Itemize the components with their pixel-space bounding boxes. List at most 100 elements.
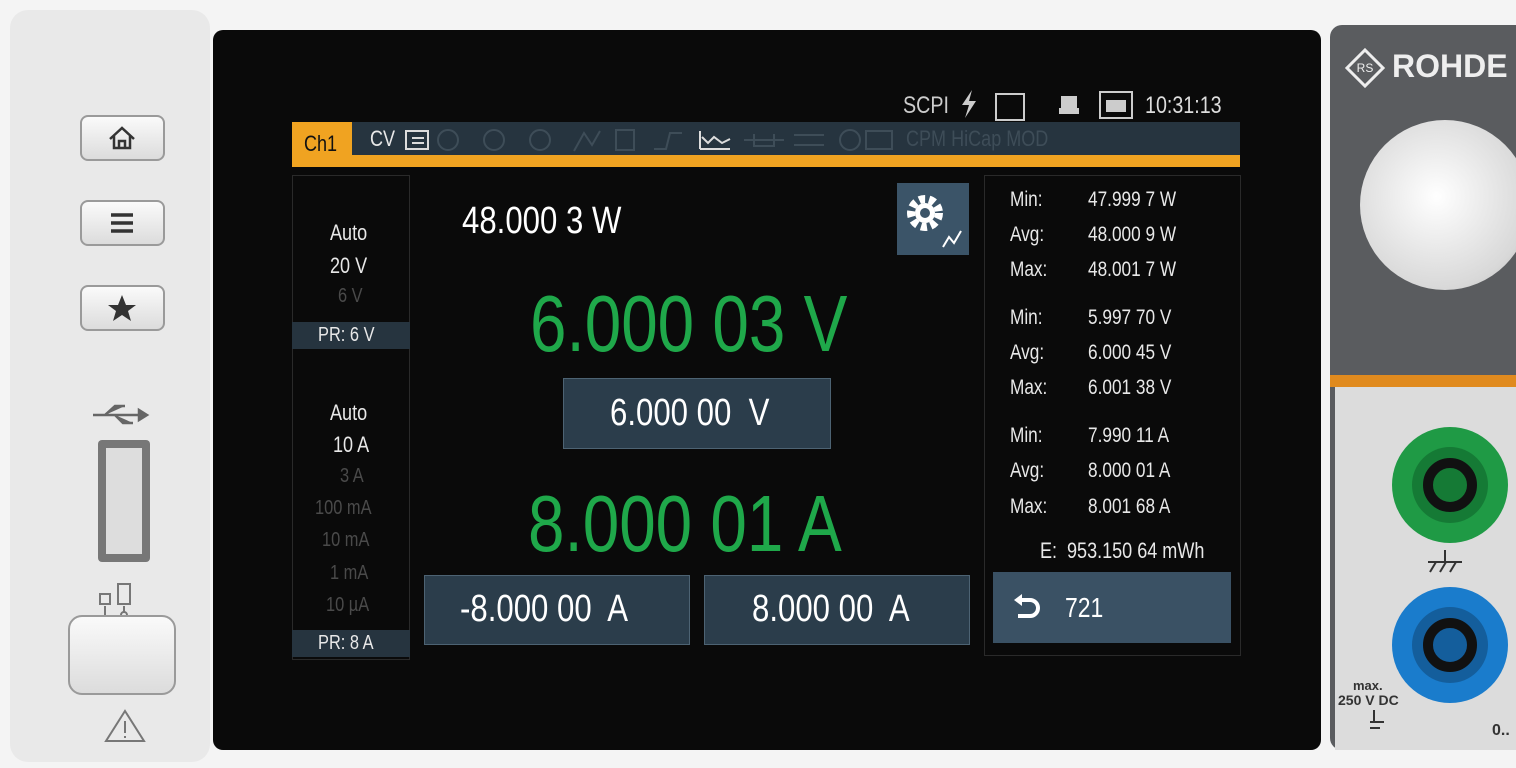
- home-icon: [82, 117, 163, 159]
- range-label: 0..: [1492, 722, 1510, 740]
- stat-label: Avg:: [1010, 341, 1052, 365]
- scpi-indicator: SCPI: [903, 92, 959, 120]
- stat-label: Avg:: [1010, 459, 1052, 483]
- stat-value-text: 7.990 11 A: [1088, 424, 1169, 448]
- stat-label-text: Avg:: [1010, 459, 1044, 483]
- stat-label-text: Max:: [1010, 258, 1047, 282]
- clock: 10:31:13: [1145, 92, 1238, 120]
- voltage-range: 6 V: [338, 285, 368, 308]
- menu-button[interactable]: [80, 200, 165, 246]
- stat-label: Min:: [1010, 306, 1050, 330]
- voltage-setpoint-text: 6.000 00 V: [610, 392, 769, 435]
- usb-indicator: [1055, 92, 1085, 118]
- rating-label: 250 V DC: [1338, 692, 1399, 708]
- home-button[interactable]: [80, 115, 165, 161]
- voltage-setpoint-label: 6.000 00 V: [610, 392, 804, 435]
- favorite-button[interactable]: [80, 285, 165, 331]
- stat-label-text: Min:: [1010, 188, 1043, 212]
- stat-value-text: 8.001 68 A: [1088, 495, 1170, 519]
- counter-value: 721: [1065, 592, 1112, 624]
- current-max-text: 8.000 00 A: [752, 588, 910, 631]
- energy-value: 953.150 64 mWh: [1067, 538, 1235, 564]
- stat-label: Max:: [1010, 258, 1056, 282]
- stat-label-text: Avg:: [1010, 341, 1044, 365]
- usb-port-inner: [106, 448, 142, 554]
- range-text: 10 A: [333, 432, 369, 458]
- stat-value-text: 5.997 70 V: [1088, 306, 1171, 330]
- rotary-knob[interactable]: [1360, 120, 1516, 290]
- stat-value: 8.001 68 A: [1088, 495, 1188, 519]
- current-min-text: -8.000 00 A: [460, 588, 628, 631]
- stat-value: 6.000 45 V: [1088, 341, 1190, 365]
- power-indicator: [958, 88, 980, 120]
- stat-value: 6.001 38 V: [1088, 376, 1190, 400]
- range-text: 1 mA: [330, 562, 368, 585]
- stat-value-text: 6.001 38 V: [1088, 376, 1171, 400]
- stat-value: 47.999 7 W: [1088, 188, 1195, 212]
- warning-icon: [100, 705, 150, 745]
- protection-text: PR: 8 A: [318, 630, 374, 657]
- stat-label-text: Min:: [1010, 306, 1043, 330]
- mode-icons: [404, 127, 904, 155]
- range-text: 6 V: [338, 285, 363, 308]
- current-range: 10 µA: [326, 594, 379, 617]
- voltage-protection: PR: 6 V: [292, 322, 410, 349]
- current-max-label: 8.000 00 A: [752, 588, 944, 631]
- channel-tab[interactable]: Ch1: [292, 122, 352, 167]
- output-button[interactable]: [68, 615, 176, 695]
- stat-label-text: Max:: [1010, 495, 1047, 519]
- current-text: 8.000 01 A: [528, 478, 842, 570]
- instrument-front-panel: SCPI 10:31:13 Ch1 CV CPM HiCap MOD Auto …: [0, 0, 1516, 768]
- stat-value: 5.997 70 V: [1088, 306, 1190, 330]
- voltage-text: 6.000 03 V: [530, 278, 847, 370]
- usb-symbol: [85, 395, 165, 435]
- mode-options-text: CPM HiCap MOD: [906, 126, 1048, 152]
- scpi-text: SCPI: [903, 92, 949, 120]
- power-text: 48.000 3 W: [462, 200, 621, 243]
- stat-label: Min:: [1010, 188, 1050, 212]
- current-range: 3 A: [340, 465, 369, 488]
- counter-text: 721: [1065, 592, 1103, 624]
- stat-value-text: 47.999 7 W: [1088, 188, 1176, 212]
- current-reading: 8.000 01 A: [528, 478, 911, 570]
- gear-icon: [897, 183, 969, 255]
- range-text: 20 V: [330, 253, 367, 279]
- current-range: 10 A: [333, 432, 377, 458]
- mode-options: CPM HiCap MOD: [906, 126, 1080, 152]
- log-indicator: [995, 93, 1025, 121]
- star-icon: [82, 287, 163, 329]
- stat-label-text: Max:: [1010, 376, 1047, 400]
- stat-value-text: 8.000 01 A: [1088, 459, 1170, 483]
- stat-value-text: 6.000 45 V: [1088, 341, 1171, 365]
- stat-label: Avg:: [1010, 223, 1052, 247]
- tab-underline: [292, 155, 1240, 167]
- brand-logo: RS: [1345, 48, 1385, 88]
- voltage-range: Auto: [330, 220, 375, 246]
- range-text: 10 µA: [326, 594, 369, 617]
- stat-label: Max:: [1010, 376, 1056, 400]
- stat-label-text: Min:: [1010, 424, 1043, 448]
- current-range: 1 mA: [330, 562, 377, 585]
- usb-port: [98, 440, 150, 562]
- stat-label: Min:: [1010, 424, 1050, 448]
- current-range: 100 mA: [315, 497, 384, 520]
- energy-text: 953.150 64 mWh: [1067, 538, 1204, 564]
- range-text: 3 A: [340, 465, 364, 488]
- range-text: 10 mA: [322, 529, 369, 552]
- orange-stripe: [1330, 375, 1516, 387]
- channel-text: Ch1: [304, 122, 337, 166]
- menu-icon: [82, 202, 163, 244]
- stat-value: 8.000 01 A: [1088, 459, 1188, 483]
- max-label: max.: [1353, 678, 1383, 693]
- voltage-reading: 6.000 03 V: [530, 278, 917, 370]
- clock-text: 10:31:13: [1145, 92, 1222, 120]
- current-range: Auto: [330, 400, 375, 426]
- range-text: Auto: [330, 220, 367, 246]
- brand-name: ROHDE: [1392, 48, 1508, 85]
- stat-value: 48.000 9 W: [1088, 223, 1195, 247]
- stat-value-text: 48.000 9 W: [1088, 223, 1176, 247]
- voltage-range: 20 V: [330, 253, 375, 279]
- stat-value: 7.990 11 A: [1088, 424, 1187, 448]
- lan-indicator: [1098, 90, 1134, 120]
- settings-button[interactable]: [897, 183, 969, 255]
